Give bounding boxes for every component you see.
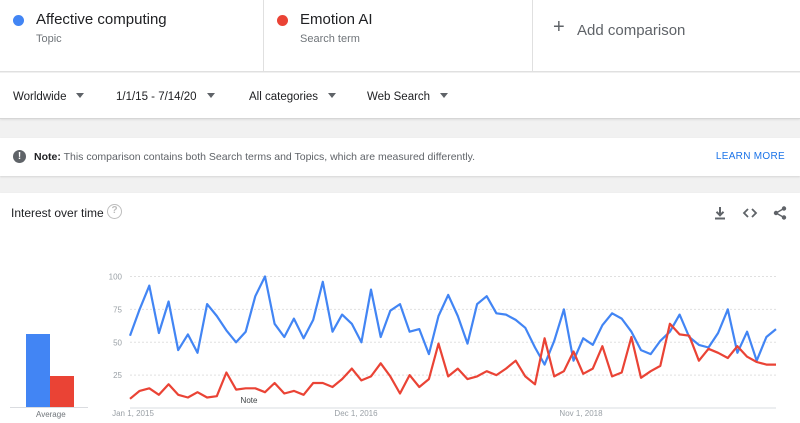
region-dropdown[interactable]: Worldwide bbox=[13, 91, 85, 103]
series-line bbox=[128, 275, 777, 366]
warning-icon: ! bbox=[13, 150, 26, 163]
search-type-dropdown[interactable]: Web Search bbox=[367, 91, 449, 103]
term-type: Topic bbox=[36, 33, 62, 45]
region-value: Worldwide bbox=[13, 91, 67, 103]
comparison-bar: Affective computing Topic Emotion AI Sea… bbox=[0, 0, 800, 72]
y-tick-label: 75 bbox=[113, 305, 122, 314]
average-label: Average bbox=[36, 410, 66, 419]
category-value: All categories bbox=[249, 91, 319, 103]
average-bar-emotion-ai bbox=[50, 376, 74, 407]
add-comparison-button[interactable]: + Add comparison bbox=[533, 0, 800, 72]
term-type: Search term bbox=[300, 33, 360, 45]
chevron-down-icon bbox=[440, 93, 449, 99]
download-icon[interactable] bbox=[712, 205, 728, 221]
y-tick-label: 25 bbox=[113, 371, 122, 380]
note-banner: ! Note: This comparison contains both Se… bbox=[0, 138, 800, 176]
note-body: This comparison contains both Search ter… bbox=[60, 151, 476, 163]
term-name: Affective computing bbox=[36, 11, 167, 28]
chevron-down-icon bbox=[328, 93, 337, 99]
y-tick-label: 100 bbox=[109, 273, 123, 282]
line-chart: 100 75 50 25 Jan 1, 2015 Dec 1, 2016 Nov 1, 20… bbox=[109, 273, 777, 418]
card-actions bbox=[712, 205, 788, 221]
date-range-value: 1/1/15 - 7/14/20 bbox=[116, 91, 197, 103]
share-icon[interactable] bbox=[772, 205, 788, 221]
note-label: Note: bbox=[34, 151, 61, 163]
help-icon[interactable]: ? bbox=[107, 204, 122, 219]
x-tick-label: Dec 1, 2016 bbox=[334, 409, 378, 418]
embed-code-icon[interactable] bbox=[742, 205, 758, 221]
chevron-down-icon bbox=[76, 93, 85, 99]
series-line bbox=[129, 322, 776, 400]
category-dropdown[interactable]: All categories bbox=[249, 91, 337, 103]
y-tick-label: 50 bbox=[113, 338, 122, 347]
series-color-dot bbox=[13, 15, 24, 26]
series-color-dot bbox=[277, 15, 288, 26]
chevron-down-icon bbox=[206, 93, 215, 99]
term-emotion-ai[interactable]: Emotion AI Search term bbox=[264, 0, 533, 72]
x-tick-label: Nov 1, 2018 bbox=[559, 409, 603, 418]
learn-more-link[interactable]: LEARN MORE bbox=[715, 151, 785, 162]
card-title: Interest over time bbox=[11, 206, 104, 220]
date-range-dropdown[interactable]: 1/1/15 - 7/14/20 bbox=[116, 91, 215, 103]
plus-icon: + bbox=[553, 16, 565, 38]
x-tick-label: Jan 1, 2015 bbox=[112, 409, 154, 418]
interest-over-time-card: Interest over time ? Average bbox=[0, 193, 800, 423]
add-comparison-label: Add comparison bbox=[577, 22, 686, 39]
average-baseline bbox=[10, 407, 88, 408]
filter-bar: Worldwide 1/1/15 - 7/14/20 All categorie… bbox=[0, 73, 800, 119]
average-bar-affective-computing bbox=[26, 333, 50, 407]
term-name: Emotion AI bbox=[300, 11, 373, 28]
search-type-value: Web Search bbox=[367, 91, 431, 103]
note-text: Note: This comparison contains both Sear… bbox=[34, 151, 475, 163]
term-affective-computing[interactable]: Affective computing Topic bbox=[0, 0, 264, 72]
chart-annotation-note: Note bbox=[241, 396, 258, 405]
